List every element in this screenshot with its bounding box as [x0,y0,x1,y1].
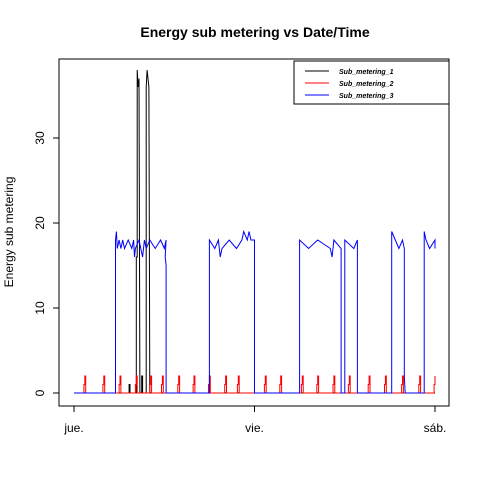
series-line-3 [74,229,436,394]
y-tick-label-3: 30 [33,131,47,145]
series-layer [74,69,436,394]
legend: Sub_metering_1 Sub_metering_2 Sub_metering… [293,60,450,105]
y-tick-label-2: 20 [33,216,47,230]
x-tick-label-0: jue. [63,421,83,435]
legend-label-3: Sub_metering_3 [339,93,394,100]
y-tick-label-0: 0 [33,389,47,396]
y-tick-label-1: 10 [33,301,47,315]
legend-label-2: Sub_metering_2 [339,81,394,88]
y-axis: 0 10 20 30 [33,131,60,396]
x-tick-label-1: vie. [245,421,264,435]
x-tick-label-2: sáb. [424,421,447,435]
legend-label-1: Sub_metering_1 [339,69,394,76]
x-axis: jue. vie. sáb. [63,405,447,435]
chart-title: Energy sub metering vs Date/Time [140,24,369,40]
y-axis-label: Energy sub metering [2,177,16,288]
